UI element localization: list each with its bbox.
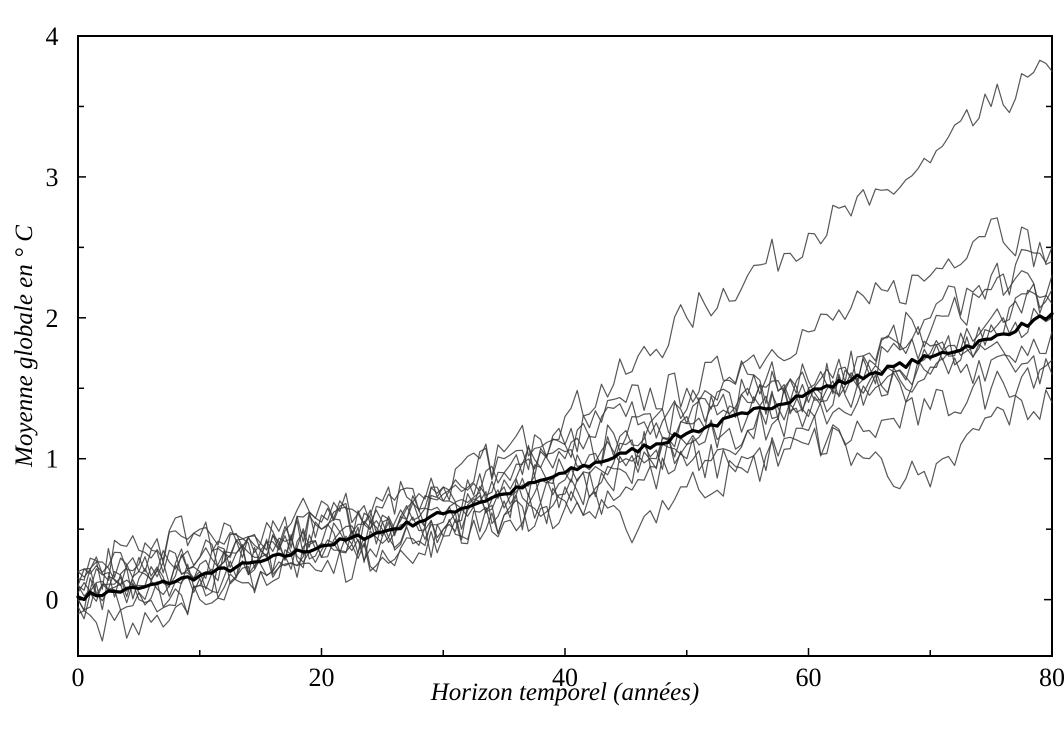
- y-tick-label: 2: [46, 304, 59, 333]
- run-line-11: [77, 262, 1053, 602]
- run-line-8: [77, 359, 1053, 612]
- run-line-9: [77, 274, 1053, 581]
- y-axis-title: Moyenne globale en ° C: [11, 225, 38, 468]
- run-line-10: [77, 307, 1053, 620]
- plot-frame: [77, 35, 1053, 657]
- x-axis-title: Horizon temporel (années): [430, 679, 699, 706]
- y-tick-label: 0: [46, 586, 59, 615]
- x-tick-label: 80: [1039, 663, 1064, 692]
- mean-line-group: [76, 312, 1054, 602]
- x-tick-label: 20: [309, 663, 335, 692]
- y-tick-label: 3: [46, 163, 59, 192]
- x-tick-labels: 0 20 40 60 80: [72, 663, 1064, 692]
- x-tick-label: 0: [72, 663, 85, 692]
- run-line-5: [77, 331, 1053, 575]
- run-line-3: [77, 246, 1053, 590]
- x-tick-label: 40: [552, 663, 578, 692]
- run-line-4: [77, 283, 1053, 642]
- run-line-1: [77, 59, 1053, 587]
- mean-line: [76, 312, 1054, 602]
- y-tick-label: 4: [46, 22, 59, 51]
- y-tick-label: 1: [46, 445, 59, 474]
- simulation-runs: [77, 59, 1053, 642]
- y-tick-labels: 0 1 2 3 4: [46, 22, 59, 615]
- axis-ticks: [77, 35, 1053, 656]
- x-tick-label: 60: [796, 663, 822, 692]
- run-line-6: [77, 389, 1053, 613]
